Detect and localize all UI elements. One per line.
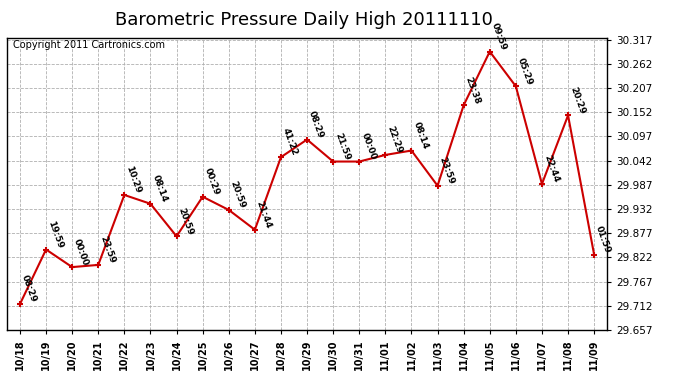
Text: 08:29: 08:29	[20, 274, 38, 304]
Text: 19:59: 19:59	[46, 219, 64, 249]
Text: 08:14: 08:14	[150, 174, 168, 204]
Text: 20:29: 20:29	[568, 86, 586, 116]
Text: 10:29: 10:29	[124, 165, 143, 195]
Text: 20:59: 20:59	[229, 180, 247, 210]
Text: 08:29: 08:29	[307, 110, 325, 140]
Text: 22:29: 22:29	[385, 125, 404, 155]
Text: 20:59: 20:59	[177, 206, 195, 236]
Text: 09:59: 09:59	[490, 21, 508, 52]
Text: 21:59: 21:59	[333, 132, 351, 162]
Text: 41:22: 41:22	[281, 127, 299, 157]
Text: 00:29: 00:29	[203, 167, 221, 197]
Text: 08:14: 08:14	[411, 121, 430, 150]
Text: 00:00: 00:00	[359, 132, 377, 162]
Text: 23:38: 23:38	[464, 75, 482, 105]
Text: 05:29: 05:29	[516, 56, 534, 86]
Text: Copyright 2011 Cartronics.com: Copyright 2011 Cartronics.com	[13, 40, 165, 50]
Text: 01:59: 01:59	[594, 225, 613, 255]
Text: Barometric Pressure Daily High 20111110: Barometric Pressure Daily High 20111110	[115, 11, 493, 29]
Text: 21:44: 21:44	[255, 200, 273, 230]
Text: 00:00: 00:00	[72, 238, 90, 267]
Text: 23:59: 23:59	[98, 235, 117, 265]
Text: 22:44: 22:44	[542, 154, 560, 184]
Text: 23:59: 23:59	[437, 156, 456, 186]
